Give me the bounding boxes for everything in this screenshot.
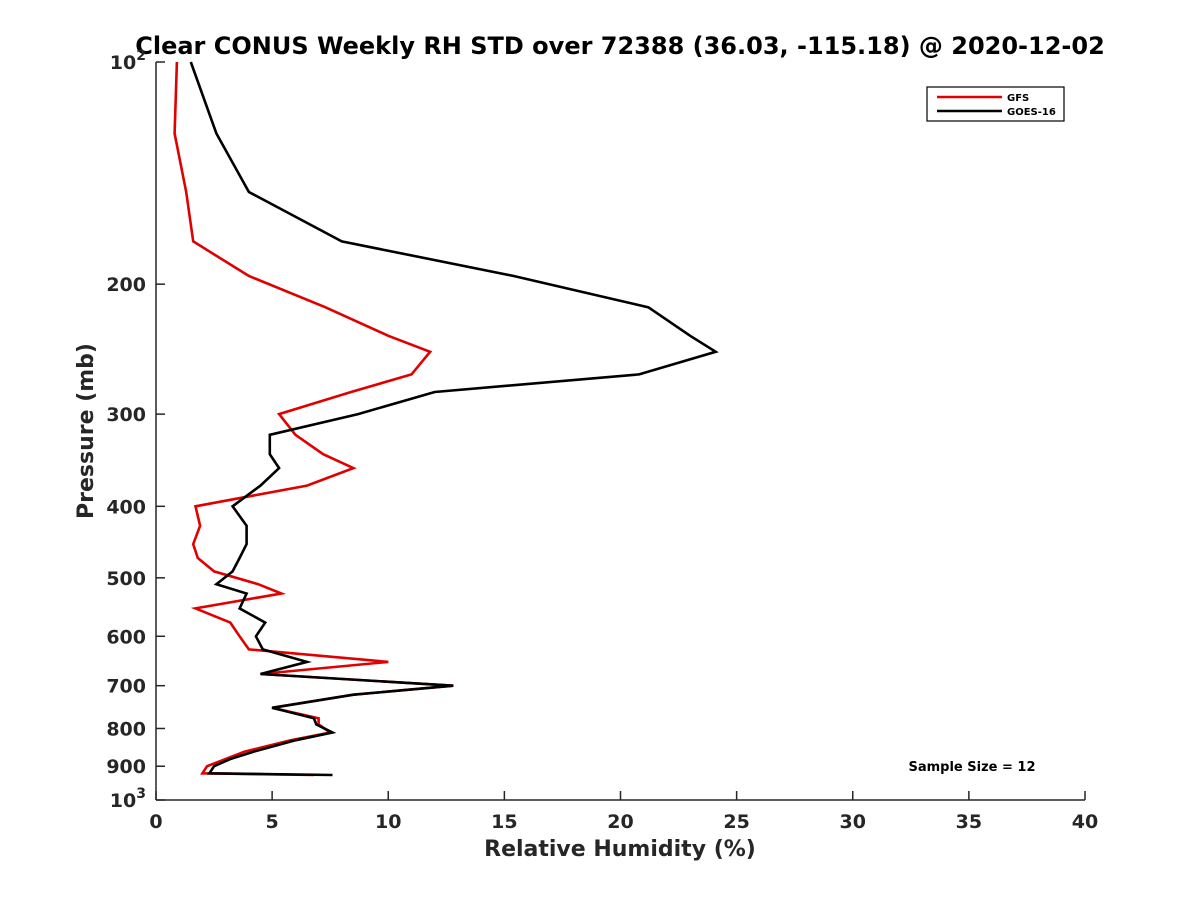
x-tick-label: 25 [723,811,749,833]
x-tick-label: 40 [1072,811,1098,833]
chart-title: Clear CONUS Weekly RH STD over 72388 (36… [135,32,1105,60]
x-tick-label: 10 [375,811,401,833]
y-tick-label: 102 [110,48,146,74]
x-tick-label: 15 [491,811,517,833]
y-tick-label: 200 [106,274,146,296]
x-axis-ticks: 0 5 10 15 20 25 30 35 40 [149,791,1098,833]
series-line-gfs [173,61,454,777]
y-tick-label: 800 [106,718,146,740]
x-tick-label: 20 [607,811,633,833]
y-tick-label: 300 [106,404,146,426]
y-tick-label: 600 [106,626,146,648]
x-tick-label: 30 [840,811,866,833]
y-tick-label: 400 [106,496,146,518]
plot-lines [173,61,719,777]
y-tick-label: 103 [110,786,146,812]
x-axis-label: Relative Humidity (%) [484,837,756,862]
sample-size-annotation: Sample Size = 12 [908,760,1035,775]
y-tick-label: 700 [106,676,146,698]
legend-label-goes-16: GOES-16 [1007,107,1056,118]
y-axis-label: Pressure (mb) [74,343,99,519]
legend-box [926,86,1065,122]
legend-label-gfs: GFS [1007,93,1029,104]
x-tick-label: 0 [149,811,162,833]
legend: GFS GOES-16 [926,86,1065,122]
series-line-goes-16 [189,61,719,777]
y-tick-label: 900 [106,756,146,778]
x-tick-label: 35 [956,811,982,833]
y-tick-label: 500 [106,568,146,590]
x-tick-label: 5 [266,811,279,833]
y-axis-ticks: 102 200 300 400 500 600 700 800 900 103 [106,48,165,812]
